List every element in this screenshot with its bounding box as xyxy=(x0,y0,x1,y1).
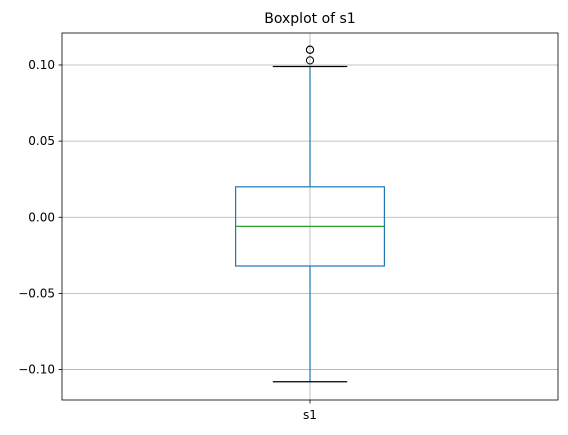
y-tick-label: 0.05 xyxy=(28,134,55,148)
x-tick-label: s1 xyxy=(303,408,317,422)
y-tick-label: 0.00 xyxy=(28,210,55,224)
y-tick-label: −0.05 xyxy=(18,286,55,300)
chart-title: Boxplot of s1 xyxy=(264,11,355,27)
y-tick-label: 0.10 xyxy=(28,58,55,72)
y-tick-label: −0.10 xyxy=(18,363,55,377)
